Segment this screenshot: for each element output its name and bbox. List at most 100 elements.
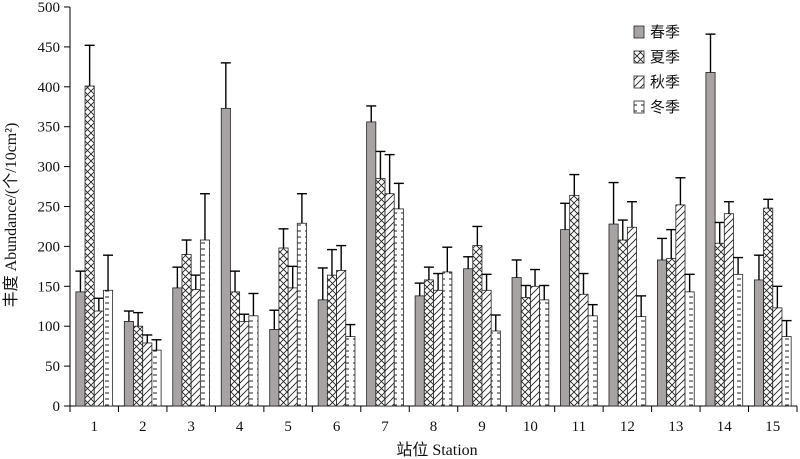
bar (463, 268, 474, 407)
bar (781, 336, 792, 407)
bar (433, 289, 444, 407)
bar (336, 269, 347, 407)
bar (84, 85, 95, 407)
x-tick-label: 10 (523, 419, 538, 435)
y-tick-label: 300 (38, 160, 61, 176)
bar (520, 297, 531, 407)
bar (199, 239, 210, 407)
bar (733, 273, 744, 407)
bar (617, 239, 628, 407)
bar (423, 279, 434, 407)
bar (578, 293, 589, 407)
bar (181, 253, 192, 407)
y-tick-label: 500 (38, 0, 61, 16)
bar (472, 245, 483, 407)
x-tick-label: 12 (620, 419, 635, 435)
bar (384, 193, 395, 407)
bar (75, 291, 86, 407)
y-tick-label: 200 (38, 239, 61, 255)
bar (172, 287, 183, 407)
bar (714, 242, 725, 407)
bar (269, 328, 280, 407)
x-tick-label: 5 (284, 419, 292, 435)
bar (569, 194, 580, 407)
bar (375, 178, 386, 407)
bar (539, 299, 550, 407)
legend-swatch (633, 75, 645, 89)
legend-label: 冬季 (650, 99, 680, 116)
bar (587, 315, 598, 407)
bar (326, 274, 337, 407)
y-tick-label: 350 (38, 120, 61, 136)
bar (278, 247, 289, 407)
legend-label: 春季 (650, 24, 680, 41)
bar (666, 257, 677, 407)
bar (636, 316, 647, 407)
bar (123, 321, 134, 407)
bar (763, 207, 774, 407)
bar (239, 321, 250, 407)
bar (190, 289, 201, 407)
bar (657, 259, 668, 407)
y-tick-label: 450 (38, 40, 61, 56)
bar (142, 342, 153, 407)
y-axis-title: 丰度 Abundance/(个/10cm²) (2, 123, 20, 308)
bar (723, 213, 734, 407)
bar (705, 72, 716, 407)
bar (93, 310, 104, 407)
x-axis-title: 站位 Station (396, 441, 477, 459)
x-tick-label: 2 (139, 419, 147, 435)
y-tick-label: 150 (38, 279, 61, 295)
x-tick-label: 15 (765, 419, 780, 435)
bar (626, 226, 637, 407)
bar (753, 279, 764, 407)
bar (442, 271, 453, 407)
bar (230, 291, 241, 407)
bar (393, 208, 404, 407)
legend-swatch (633, 25, 645, 39)
bar (317, 299, 328, 407)
bar (287, 287, 298, 407)
x-tick-label: 6 (333, 419, 341, 435)
y-axis: 0 50 100 150 200 250 300 350 400 450 500 (38, 0, 71, 415)
bar (248, 315, 259, 407)
x-tick-label: 11 (572, 419, 586, 435)
bar (220, 107, 231, 407)
bar (133, 325, 144, 407)
x-tick-label: 13 (668, 419, 683, 435)
y-tick-label: 50 (45, 359, 60, 375)
bar (511, 277, 522, 407)
x-tick-label: 7 (381, 419, 389, 435)
x-tick-label: 1 (90, 419, 98, 435)
x-tick-label: 9 (478, 419, 486, 435)
x-axis: 1 2 3 4 5 6 7 8 9 10 11 12 13 14 15 (69, 405, 798, 435)
bar (675, 204, 686, 407)
x-tick-label: 3 (187, 419, 195, 435)
bar (490, 330, 501, 407)
legend-label: 秋季 (650, 74, 680, 91)
y-tick-label: 250 (38, 200, 61, 216)
bar (296, 222, 307, 407)
bar (414, 295, 425, 407)
bar (103, 289, 114, 407)
bar (772, 307, 783, 407)
y-tick-label: 400 (38, 80, 61, 96)
bar (608, 223, 619, 407)
y-tick-label: 100 (38, 319, 61, 335)
legend-label: 夏季 (650, 49, 680, 66)
bar (530, 285, 541, 407)
bar (684, 291, 695, 407)
legend-swatch (633, 50, 645, 64)
bar (481, 289, 492, 407)
bar (345, 336, 356, 407)
bar (151, 349, 162, 407)
bar (560, 229, 571, 407)
bar (366, 121, 377, 407)
y-tick-label: 0 (53, 399, 61, 415)
legend-swatch (633, 100, 645, 114)
x-tick-label: 4 (236, 419, 244, 435)
x-tick-label: 8 (430, 419, 438, 435)
x-tick-label: 14 (717, 419, 733, 435)
